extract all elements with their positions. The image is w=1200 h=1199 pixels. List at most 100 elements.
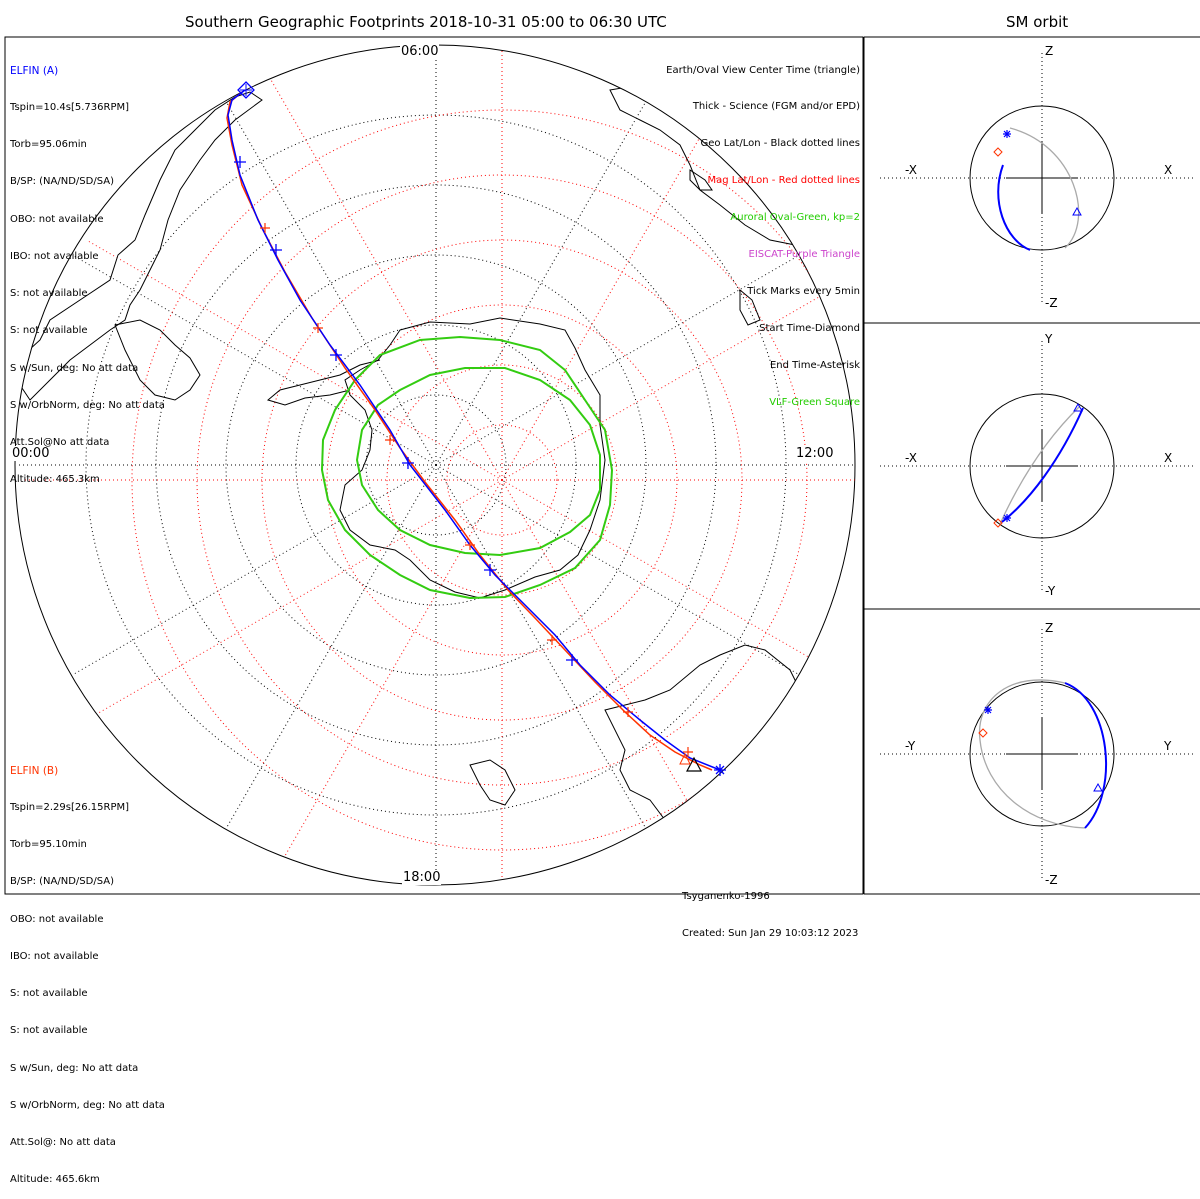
elfin-b-tick <box>683 747 693 757</box>
sm-panel-1-earth <box>969 105 1115 251</box>
elfin-b-spin: Tspin=2.29s[26.15RPM] <box>10 802 130 814</box>
elfin-a-s-sun: S w/Sun, deg: No att data <box>10 362 139 374</box>
mag-lon-line <box>261 64 503 481</box>
sm-panel-2-orbit-a <box>1001 407 1084 523</box>
elfin-b-bsp: B/SP: (NA/ND/SD/SA) <box>10 876 114 888</box>
elfin-b-view-center-triangle <box>679 752 691 765</box>
mag-lat-circle <box>326 304 678 656</box>
sm-panel-1-bottom-label: -Z <box>1045 296 1058 310</box>
legend: Earth/Oval View Center Time (triangle) T… <box>666 40 860 421</box>
geo-grid <box>16 45 855 885</box>
geo-lat-circle <box>85 114 787 816</box>
coastline-south-georgia <box>469 759 516 806</box>
geo-lat-circle <box>225 254 647 676</box>
footer: Tsyganenko-1996 Created: Sun Jan 29 10:0… <box>682 866 858 953</box>
elfin-b-track <box>226 91 713 771</box>
sm-panel-2-orbit-b <box>999 405 1081 525</box>
legend-item-end-time: End Time-Asterisk <box>769 359 860 371</box>
coastline-antarctica <box>339 317 606 599</box>
legend-item-geo-grid: Geo Lat/Lon - Black dotted lines <box>700 138 860 150</box>
elfin-b-obo: OBO: not available <box>10 913 104 925</box>
sm-panel-1-diamond-marker <box>993 147 1003 157</box>
elfin-a-s-orbnorm: S w/OrbNorm, deg: No att data <box>10 399 165 411</box>
mag-lon-line <box>501 64 743 481</box>
sm-panel-3-bottom-label: -Z <box>1045 873 1058 887</box>
elfin-a-track <box>227 89 721 771</box>
mag-lat-circle <box>386 364 618 596</box>
time-label-left: 00:00 <box>11 446 51 461</box>
elfin-a-tick <box>402 457 414 469</box>
sm-panel-3-triangle-marker <box>1093 782 1103 792</box>
auroral-oval-outer <box>320 335 614 600</box>
mag-lon-line <box>261 479 503 885</box>
polar-map <box>14 44 856 886</box>
sm-panel-3-right-label: Y <box>1164 739 1172 753</box>
elfin-b-s-sun: S w/Sun, deg: No att data <box>10 1062 139 1074</box>
legend-item-tick-marks: Tick Marks every 5min <box>747 285 860 297</box>
time-label-top: 06:00 <box>400 44 440 59</box>
elfin-b-tick <box>313 323 323 333</box>
sm-panel-1-orbit-a <box>997 164 1031 251</box>
elfin-a-tick <box>330 349 342 361</box>
footer-created: Created: Sun Jan 29 10:03:12 2023 <box>682 928 859 940</box>
sm-panel-3-top-label: Z <box>1045 621 1054 635</box>
sm-panel-1-top-label: Z <box>1045 44 1054 58</box>
elfin-a-tick <box>484 564 496 576</box>
end-asterisk-marker <box>714 764 726 776</box>
sm-panel-1-orbit-b <box>1009 127 1080 249</box>
legend-item-science: Thick - Science (FGM and/or EPD) <box>692 101 860 113</box>
elfin-a-s2: S: not available <box>10 325 88 337</box>
sm-panel-3-diamond-marker <box>978 728 988 738</box>
sm-panel-1-right-label: X <box>1164 163 1173 177</box>
mag-grid <box>22 45 855 885</box>
sm-panel-2-right-label: X <box>1164 451 1173 465</box>
geo-lon-line <box>225 464 437 829</box>
legend-item-vlf: VLF-Green Square <box>769 396 860 408</box>
elfin-a-name: ELFIN (A) <box>10 64 59 77</box>
elfin-b-s-orbnorm: S w/OrbNorm, deg: No att data <box>10 1099 165 1111</box>
coastline-antarctic-peninsula <box>266 359 381 406</box>
start-diamond-marker <box>237 81 255 99</box>
sm-panel-3-orbit-b <box>978 679 1086 829</box>
elfin-b-name: ELFIN (B) <box>10 764 59 777</box>
elfin-a-tick <box>270 244 282 256</box>
mag-lon-line <box>86 479 503 721</box>
mag-lat-circle <box>446 424 558 536</box>
elfin-b-orbit-period: Torb=95.10min <box>10 839 87 851</box>
sm-panel-2-earth <box>969 393 1115 539</box>
elfin-a-tick <box>566 654 578 666</box>
mag-lon-line <box>86 239 503 481</box>
figure-canvas <box>4 36 1200 895</box>
elfin-b-s2: S: not available <box>10 1025 88 1037</box>
elfin-a-obo: OBO: not available <box>10 213 104 225</box>
orbit-tracks <box>226 81 726 776</box>
time-label-bottom: 18:00 <box>402 870 442 885</box>
sm-orbit-panels <box>880 53 1195 879</box>
mag-lon-line <box>501 479 855 721</box>
sm-panel-2-asterisk-marker <box>1003 514 1011 522</box>
geo-lon-line <box>225 101 437 466</box>
legend-item-auroral-oval: Auroral Oval-Green, kp=2 <box>730 212 860 224</box>
sm-panel-2-left-label: -X <box>905 451 917 465</box>
geo-lon-line <box>435 101 647 466</box>
sm-orbit-title: SM orbit <box>1006 13 1069 31</box>
elfin-b-info: ELFIN (B) Tspin=2.29s[26.15RPM] Torb=95.… <box>10 740 165 1199</box>
sm-panel-3-left-label: -Y <box>905 739 916 753</box>
sm-panel-2-diamond-marker <box>993 518 1003 528</box>
coastline-madagascar <box>114 319 201 401</box>
coastline-south-america <box>604 644 811 841</box>
legend-item-mag-grid: Mag Lat/Lon - Red dotted lines <box>707 175 860 187</box>
legend-item-start-time: Start Time-Diamond <box>759 322 860 334</box>
elfin-b-tick <box>623 707 633 717</box>
sm-panel-1-triangle-marker <box>1072 206 1082 216</box>
geo-lat-circle <box>365 394 507 536</box>
mag-lon-line <box>501 479 743 885</box>
sm-panel-3-orbit-a <box>1064 682 1107 829</box>
elfin-a-att-sol: Att.Sol@No att data <box>10 437 110 448</box>
time-label-right: 12:00 <box>795 446 835 461</box>
geo-lon-line <box>435 464 647 829</box>
elfin-b-att-sol: Att.Sol@: No att data <box>10 1137 116 1148</box>
legend-item-eiscat: EISCAT-Purple Triangle <box>748 249 861 261</box>
elfin-b-ibo: IBO: not available <box>10 950 99 962</box>
elfin-a-orbit-period: Torb=95.06min <box>10 139 87 151</box>
